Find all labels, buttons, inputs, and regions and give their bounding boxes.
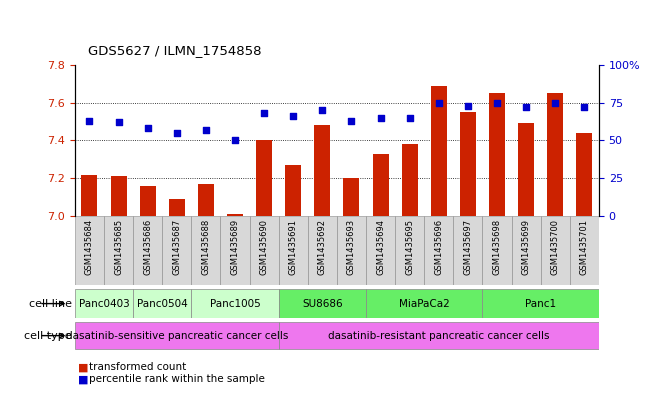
Text: GSM1435691: GSM1435691 <box>289 219 298 275</box>
Point <box>113 119 124 125</box>
Bar <box>111 176 126 216</box>
Text: cell line: cell line <box>29 299 72 309</box>
Text: GSM1435701: GSM1435701 <box>580 219 589 275</box>
Bar <box>395 216 424 285</box>
Text: GSM1435684: GSM1435684 <box>85 219 94 275</box>
Bar <box>104 216 133 285</box>
Bar <box>279 289 366 318</box>
Bar <box>133 289 191 318</box>
Point <box>259 110 270 116</box>
Text: GDS5627 / ILMN_1754858: GDS5627 / ILMN_1754858 <box>88 44 262 57</box>
Text: GSM1435687: GSM1435687 <box>173 219 181 275</box>
Text: percentile rank within the sample: percentile rank within the sample <box>89 374 265 384</box>
Text: Panc0403: Panc0403 <box>79 299 130 309</box>
Point <box>143 125 153 132</box>
Bar <box>460 112 476 216</box>
Point <box>317 107 327 114</box>
Bar <box>489 93 505 216</box>
Point <box>288 113 298 119</box>
Point <box>550 99 561 106</box>
Bar <box>221 216 249 285</box>
Bar <box>162 216 191 285</box>
Text: GSM1435693: GSM1435693 <box>347 219 356 275</box>
Text: SU8686: SU8686 <box>302 299 342 309</box>
Bar <box>512 216 541 285</box>
Text: GSM1435695: GSM1435695 <box>405 219 414 275</box>
Text: GSM1435699: GSM1435699 <box>521 219 531 275</box>
Point <box>376 115 386 121</box>
Bar <box>81 174 98 216</box>
Bar <box>337 216 366 285</box>
Bar <box>402 144 418 216</box>
Bar <box>541 216 570 285</box>
Text: transformed count: transformed count <box>89 362 186 373</box>
Bar <box>372 154 389 216</box>
Bar <box>75 322 279 349</box>
Point <box>346 118 357 124</box>
Bar <box>366 289 482 318</box>
Text: GSM1435689: GSM1435689 <box>230 219 240 275</box>
Bar <box>518 123 534 216</box>
Text: GSM1435686: GSM1435686 <box>143 219 152 275</box>
Bar <box>133 216 162 285</box>
Bar <box>547 93 563 216</box>
Bar <box>191 289 279 318</box>
Text: cell type: cell type <box>24 331 72 341</box>
Text: GSM1435697: GSM1435697 <box>464 219 473 275</box>
Bar <box>249 216 279 285</box>
Bar <box>308 216 337 285</box>
Point <box>463 103 473 109</box>
Point <box>521 104 531 110</box>
Bar <box>198 184 214 216</box>
Bar <box>169 199 185 216</box>
Point <box>201 127 211 133</box>
Bar <box>75 216 104 285</box>
Text: Panc0504: Panc0504 <box>137 299 187 309</box>
Point <box>579 104 590 110</box>
Bar <box>482 216 512 285</box>
Bar <box>191 216 221 285</box>
Text: GSM1435700: GSM1435700 <box>551 219 560 275</box>
Bar <box>75 289 133 318</box>
Point <box>84 118 94 124</box>
Text: ■: ■ <box>78 362 89 373</box>
Bar <box>140 186 156 216</box>
Bar <box>431 86 447 216</box>
Point <box>172 130 182 136</box>
Bar <box>279 216 308 285</box>
Text: GSM1435692: GSM1435692 <box>318 219 327 275</box>
Text: ■: ■ <box>78 374 89 384</box>
Text: dasatinib-resistant pancreatic cancer cells: dasatinib-resistant pancreatic cancer ce… <box>328 331 549 341</box>
Text: dasatinib-sensitive pancreatic cancer cells: dasatinib-sensitive pancreatic cancer ce… <box>66 331 288 341</box>
Point <box>434 99 444 106</box>
Point <box>404 115 415 121</box>
Text: GSM1435696: GSM1435696 <box>434 219 443 275</box>
Text: GSM1435685: GSM1435685 <box>114 219 123 275</box>
Text: GSM1435688: GSM1435688 <box>201 219 210 275</box>
Text: GSM1435698: GSM1435698 <box>493 219 501 275</box>
Bar <box>344 178 359 216</box>
Bar <box>314 125 330 216</box>
Bar <box>285 165 301 216</box>
Bar <box>256 141 272 216</box>
Bar <box>453 216 482 285</box>
Text: MiaPaCa2: MiaPaCa2 <box>399 299 450 309</box>
Text: Panc1005: Panc1005 <box>210 299 260 309</box>
Bar <box>424 216 453 285</box>
Text: GSM1435690: GSM1435690 <box>260 219 269 275</box>
Point <box>492 99 502 106</box>
Bar <box>279 322 599 349</box>
Text: Panc1: Panc1 <box>525 299 556 309</box>
Bar <box>227 214 243 216</box>
Bar <box>576 133 592 216</box>
Text: GSM1435694: GSM1435694 <box>376 219 385 275</box>
Point <box>230 137 240 143</box>
Bar <box>366 216 395 285</box>
Bar <box>570 216 599 285</box>
Bar <box>482 289 599 318</box>
